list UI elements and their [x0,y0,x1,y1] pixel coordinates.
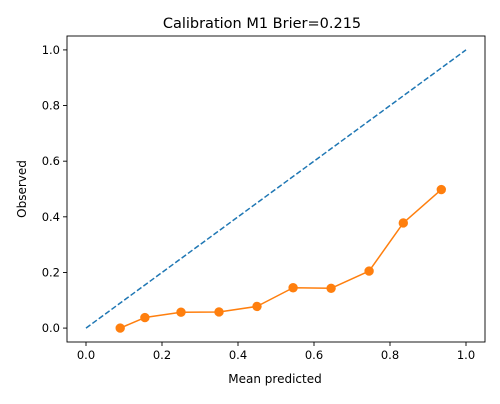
calibration-point [252,301,262,312]
reference-diagonal-line [85,49,467,329]
y-tick-label: 0.2 [42,265,60,279]
y-tick-label: 0.8 [42,99,60,113]
axes: 0.0 0.2 0.4 0.6 0.8 1.0 0.0 0.2 0.4 0.6 0.8 1.0 [42,35,486,362]
y-tick-label: 0.6 [42,154,60,168]
calibration-point [214,307,224,317]
calibration-point [176,307,186,317]
y-tick-label: 0.0 [42,321,60,335]
y-tick-label: 1.0 [42,43,60,57]
x-tick-label: 0.4 [229,348,247,362]
x-tick-label: 0.6 [305,348,323,362]
axes-frame [66,35,486,343]
plot-area [85,49,467,333]
calibration-point [326,283,336,294]
calibration-point [288,283,298,293]
x-tick-label: 0.2 [153,348,171,362]
calibration-point [436,184,446,195]
chart-title: Calibration M1 Brier=0.215 [163,16,361,32]
calibration-point [364,266,374,276]
x-tick-label: 0.8 [381,348,399,362]
calibration-point [140,312,150,323]
calibration-point [115,323,125,333]
x-tick-label: 1.0 [457,348,475,362]
calibration-point [398,218,408,228]
calibration-curve-line [119,188,442,329]
x-tick-label: 0.0 [77,348,95,362]
y-axis-label: Observed [15,160,29,218]
x-axis-label: Mean predicted [228,372,321,386]
y-tick-label: 0.4 [42,210,60,224]
